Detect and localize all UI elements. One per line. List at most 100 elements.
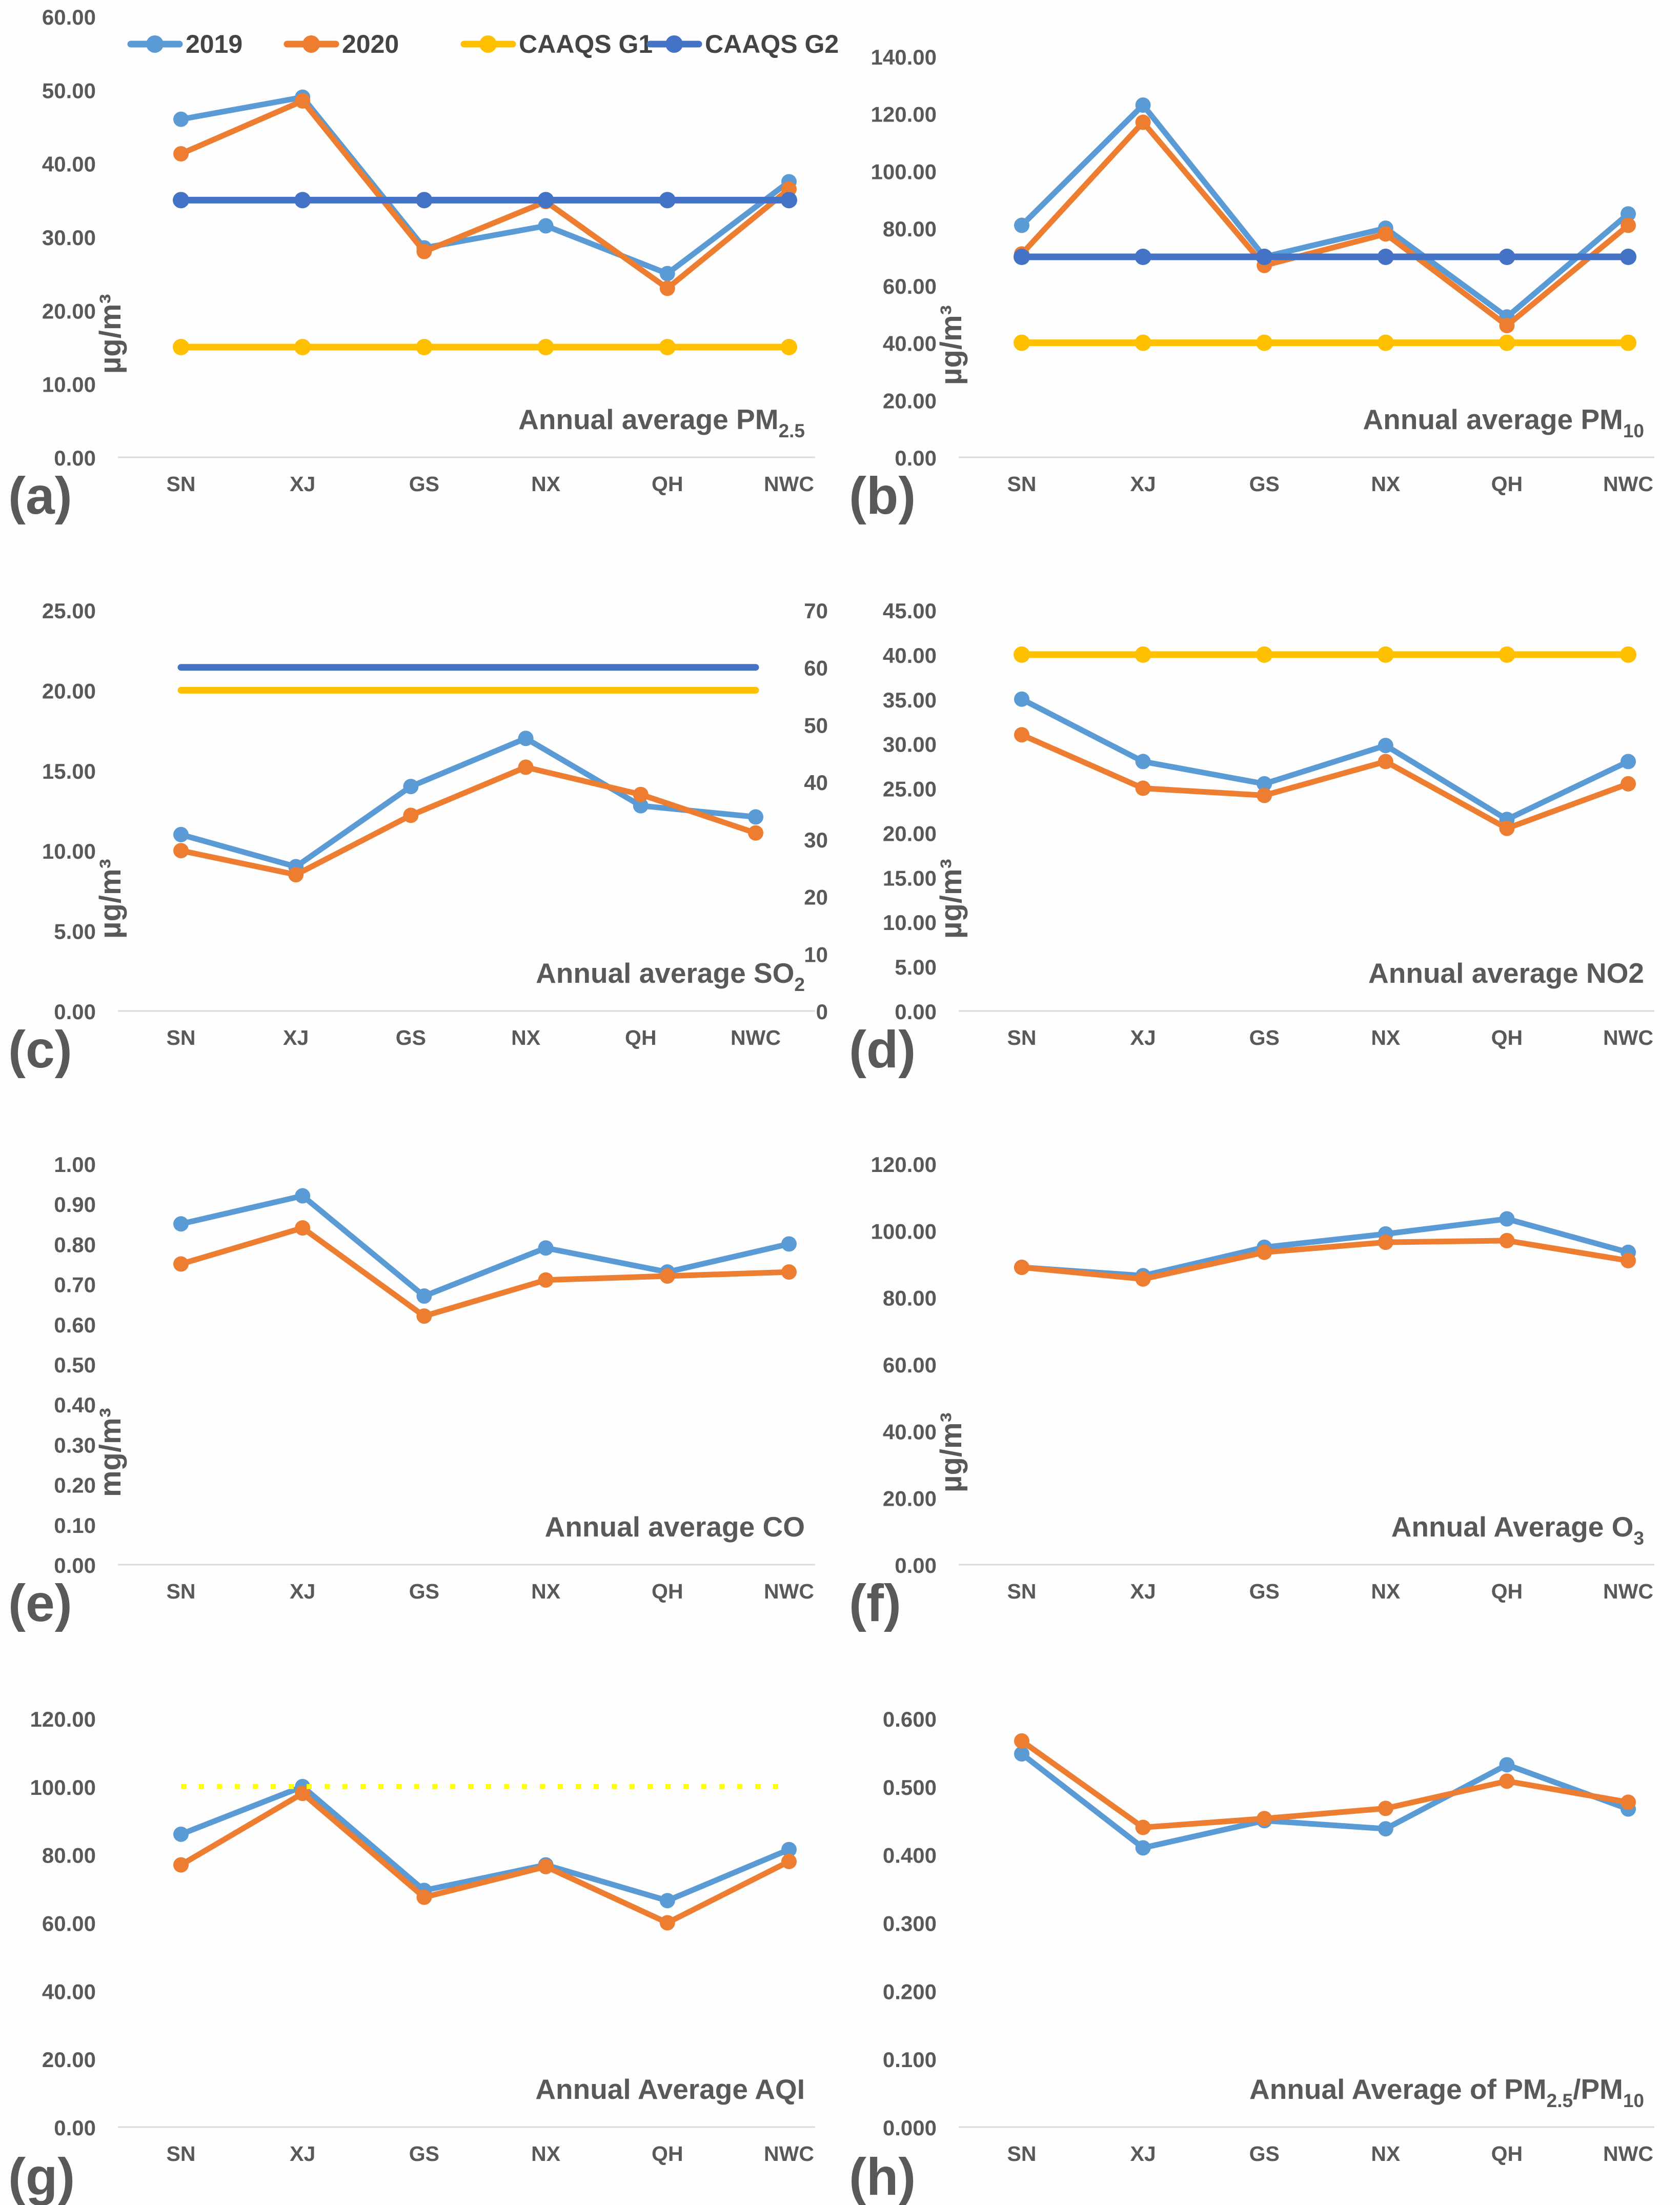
svg-text:0: 0 <box>816 1000 828 1024</box>
chart-canvas-co: 0.00 0.10 0.20 0.30 0.40 0.50 0.60 0.70 0.80 0.90… <box>8 1152 815 1632</box>
svg-text:120.00: 120.00 <box>871 103 937 127</box>
svg-text:40.00: 40.00 <box>42 1979 96 2004</box>
svg-text:0.000: 0.000 <box>883 2116 937 2140</box>
x-axis-labels: SN XJ GS NX QH NWC <box>1007 472 1653 496</box>
svg-text:70: 70 <box>804 599 828 623</box>
svg-text:SN: SN <box>1007 472 1037 496</box>
svg-text:XJ: XJ <box>290 2142 315 2166</box>
svg-text:5.00: 5.00 <box>54 920 96 944</box>
svg-text:80.00: 80.00 <box>883 1286 937 1310</box>
chart-title: Annual average CO <box>545 1511 805 1543</box>
svg-text:NWC: NWC <box>764 1580 814 1603</box>
svg-text:0.40: 0.40 <box>54 1393 96 1417</box>
svg-text:40.00: 40.00 <box>883 332 937 356</box>
svg-text:NWC: NWC <box>1603 1580 1653 1603</box>
svg-text:GS: GS <box>1249 472 1280 496</box>
svg-text:NX: NX <box>1371 2142 1400 2166</box>
svg-text:NWC: NWC <box>731 1026 781 1049</box>
svg-text:80.00: 80.00 <box>42 1844 96 1868</box>
svg-text:1.00: 1.00 <box>54 1152 96 1177</box>
svg-text:GS: GS <box>396 1026 426 1049</box>
series-caaqs-g1 <box>173 339 797 355</box>
svg-text:30.00: 30.00 <box>42 226 96 250</box>
panel-letter: (e) <box>8 1574 72 1632</box>
svg-text:0.00: 0.00 <box>895 1000 937 1024</box>
series-caaqs-g2 <box>1014 249 1636 265</box>
x-axis-labels: SN XJ GS NX QH NWC <box>167 1580 814 1603</box>
y-axis-ticks: 0.000 0.100 0.200 0.300 0.400 0.500 0.600 <box>883 1707 937 2140</box>
series-caaqs-g2 <box>173 192 797 209</box>
svg-text:SN: SN <box>167 1026 196 1049</box>
x-axis-labels: SN XJ GS NX QH NWC <box>167 472 814 496</box>
chart-canvas-o3: 0.00 20.00 40.00 60.00 80.00 100.00 120.00 µg/m… <box>849 1152 1654 1632</box>
svg-text:20.00: 20.00 <box>42 679 96 703</box>
svg-text:XJ: XJ <box>290 1580 315 1603</box>
svg-text:40.00: 40.00 <box>883 1420 937 1444</box>
svg-text:60.00: 60.00 <box>42 1912 96 1936</box>
svg-text:2020: 2020 <box>342 30 399 58</box>
svg-text:XJ: XJ <box>1130 1026 1156 1049</box>
chart-title: Annual Average of PM2.5/PM10 <box>1249 2073 1644 2111</box>
y-axis-ticks: 0.00 20.00 40.00 60.00 80.00 100.00 120.00 <box>871 1152 937 1577</box>
svg-text:0.30: 0.30 <box>54 1433 96 1457</box>
svg-text:CAAQS G2: CAAQS G2 <box>705 30 839 58</box>
svg-text:10.00: 10.00 <box>42 839 96 863</box>
svg-text:20.00: 20.00 <box>42 2048 96 2072</box>
svg-text:QH: QH <box>1491 472 1523 496</box>
svg-text:NX: NX <box>1371 472 1400 496</box>
svg-text:NWC: NWC <box>1603 2142 1653 2166</box>
svg-text:NX: NX <box>531 1580 560 1603</box>
chart-title: Annual average PM10 <box>1363 403 1644 441</box>
svg-text:NWC: NWC <box>764 472 814 496</box>
svg-text:20.00: 20.00 <box>42 299 96 323</box>
svg-text:NWC: NWC <box>764 2142 814 2166</box>
svg-text:0.60: 0.60 <box>54 1313 96 1337</box>
svg-text:50: 50 <box>804 713 828 737</box>
chart-o3-annual-average: 0.00 20.00 40.00 60.00 80.00 100.00 120.00 µg/m… <box>841 1107 1680 1661</box>
svg-text:40: 40 <box>804 771 828 795</box>
svg-text:25.00: 25.00 <box>883 777 937 801</box>
svg-text:20: 20 <box>804 885 828 909</box>
svg-text:0.00: 0.00 <box>54 1000 96 1024</box>
svg-text:XJ: XJ <box>290 472 315 496</box>
svg-text:35.00: 35.00 <box>883 688 937 712</box>
svg-text:0.50: 0.50 <box>54 1353 96 1377</box>
svg-text:60.00: 60.00 <box>883 274 937 298</box>
svg-text:0.00: 0.00 <box>54 446 96 470</box>
svg-text:SN: SN <box>167 472 196 496</box>
svg-text:60.00: 60.00 <box>883 1353 937 1377</box>
y-axis-ticks: 0.00 20.00 40.00 60.00 80.00 100.00 120.00 140.… <box>871 45 937 470</box>
chart-title: Annual average PM2.5 <box>518 403 805 441</box>
panel-letter: (h) <box>849 2148 916 2205</box>
svg-text:140.00: 140.00 <box>871 45 937 69</box>
svg-text:GS: GS <box>409 472 439 496</box>
panel-letter: (f) <box>849 1574 901 1632</box>
svg-text:0.00: 0.00 <box>895 1553 937 1577</box>
chart-co-annual-average: 0.00 0.10 0.20 0.30 0.40 0.50 0.60 0.70 0.80 0.90… <box>0 1107 841 1661</box>
panel-letter: (d) <box>849 1020 916 1079</box>
svg-text:50.00: 50.00 <box>42 78 96 103</box>
legend-item-2019: 2019 <box>127 30 242 58</box>
chart-no2-annual-average: 0.00 5.00 10.00 15.00 20.00 25.00 30.00 35.00 40… <box>841 554 1680 1107</box>
svg-text:GS: GS <box>1249 1580 1280 1603</box>
svg-text:0.90: 0.90 <box>54 1192 96 1217</box>
svg-text:0.500: 0.500 <box>883 1775 937 1799</box>
series-2020 <box>173 93 797 296</box>
svg-text:NWC: NWC <box>1603 1026 1653 1049</box>
svg-text:NX: NX <box>531 2142 560 2166</box>
y-axis-unit-label: µg/m³ <box>935 1412 968 1492</box>
svg-text:100.00: 100.00 <box>871 1219 937 1243</box>
series-2020 <box>1014 727 1636 836</box>
svg-text:0.00: 0.00 <box>54 1553 96 1577</box>
svg-text:40.00: 40.00 <box>42 152 96 176</box>
svg-text:0.80: 0.80 <box>54 1232 96 1257</box>
svg-text:40.00: 40.00 <box>883 643 937 667</box>
svg-text:NX: NX <box>531 472 560 496</box>
svg-text:XJ: XJ <box>1130 472 1156 496</box>
series-2019 <box>173 731 763 875</box>
y-axis-ticks: 0.00 0.10 0.20 0.30 0.40 0.50 0.60 0.70 0.80 0.90… <box>54 1152 96 1577</box>
legend-item-caaqs-g2: CAAQS G2 <box>646 30 839 58</box>
svg-text:60.00: 60.00 <box>42 5 96 29</box>
series-2019 <box>1014 691 1636 827</box>
svg-text:0.300: 0.300 <box>883 1912 937 1936</box>
